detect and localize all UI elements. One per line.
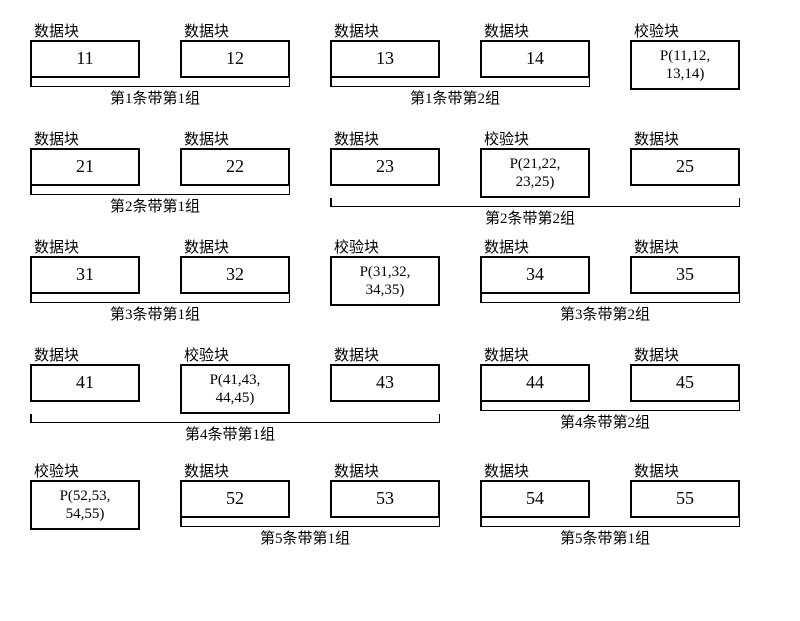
group-bracket bbox=[480, 402, 740, 411]
data-block-box: 14 bbox=[480, 40, 590, 78]
group-bracket-label: 第2条带第2组 bbox=[485, 207, 575, 228]
data-block-box: 55 bbox=[630, 480, 740, 518]
data-block-box: 23 bbox=[330, 148, 440, 186]
data-block-box: 44 bbox=[480, 364, 590, 402]
data-block-box: 22 bbox=[180, 148, 290, 186]
group-bracket-label: 第1条带第1组 bbox=[110, 87, 200, 108]
parity-block-box: P(11,12,13,14) bbox=[630, 40, 740, 90]
group-bracket bbox=[30, 294, 290, 303]
group-bracket-label: 第4条带第1组 bbox=[185, 423, 275, 444]
group-bracket-label: 第1条带第2组 bbox=[410, 87, 500, 108]
group-bracket bbox=[330, 198, 740, 207]
group-bracket bbox=[30, 414, 440, 423]
data-block-box: 32 bbox=[180, 256, 290, 294]
data-block-box: 21 bbox=[30, 148, 140, 186]
group-bracket bbox=[480, 518, 740, 527]
group-bracket bbox=[330, 78, 590, 87]
group-bracket-label: 第3条带第1组 bbox=[110, 303, 200, 324]
data-block-box: 53 bbox=[330, 480, 440, 518]
data-block-box: 54 bbox=[480, 480, 590, 518]
data-block-box: 52 bbox=[180, 480, 290, 518]
group-bracket bbox=[480, 294, 740, 303]
group-bracket bbox=[180, 518, 440, 527]
data-block-box: 41 bbox=[30, 364, 140, 402]
data-block-box: 11 bbox=[30, 40, 140, 78]
group-bracket-label: 第3条带第2组 bbox=[560, 303, 650, 324]
group-bracket-label: 第4条带第2组 bbox=[560, 411, 650, 432]
data-block-box: 12 bbox=[180, 40, 290, 78]
raid-stripe-diagram: 数据块11数据块12数据块13数据块14校验块P(11,12,13,14)数据块… bbox=[20, 20, 780, 601]
data-block-box: 13 bbox=[330, 40, 440, 78]
group-bracket bbox=[30, 78, 290, 87]
group-bracket-label: 第2条带第1组 bbox=[110, 195, 200, 216]
data-block-box: 43 bbox=[330, 364, 440, 402]
parity-block-box: P(21,22,23,25) bbox=[480, 148, 590, 198]
data-block-box: 25 bbox=[630, 148, 740, 186]
group-bracket bbox=[30, 186, 290, 195]
parity-block-box: P(41,43,44,45) bbox=[180, 364, 290, 414]
group-bracket-label: 第5条带第1组 bbox=[560, 527, 650, 548]
parity-block-box: P(31,32,34,35) bbox=[330, 256, 440, 306]
parity-block-box: P(52,53,54,55) bbox=[30, 480, 140, 530]
data-block-box: 31 bbox=[30, 256, 140, 294]
group-bracket-label: 第5条带第1组 bbox=[260, 527, 350, 548]
data-block-box: 35 bbox=[630, 256, 740, 294]
data-block-box: 34 bbox=[480, 256, 590, 294]
data-block-box: 45 bbox=[630, 364, 740, 402]
